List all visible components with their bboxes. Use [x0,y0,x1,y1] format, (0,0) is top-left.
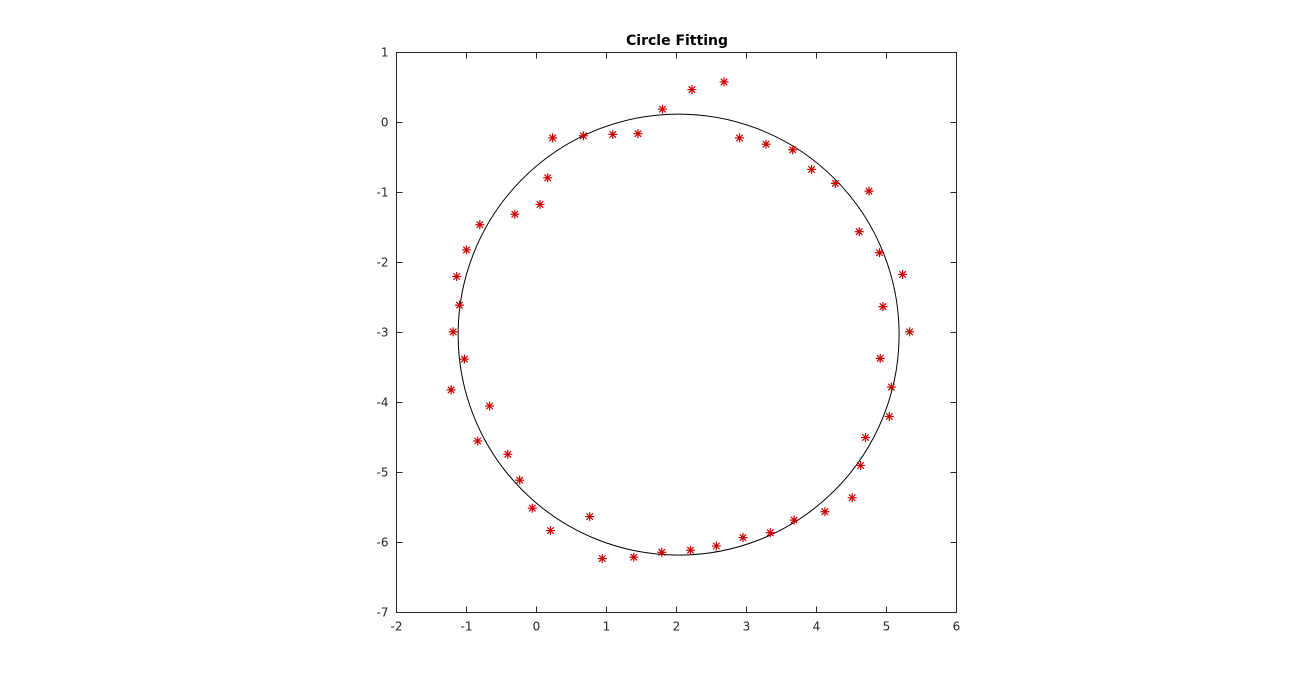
data-point [884,412,894,421]
data-point [535,199,545,209]
y-tick-label: 1 [381,46,389,60]
data-point [738,533,748,543]
data-point [448,327,458,337]
fitted-circle-layer [457,113,900,556]
x-tick-label: 5 [883,620,891,634]
data-point [864,186,874,196]
x-tick-label: -2 [391,620,403,634]
x-tick-label: 0 [533,620,541,634]
x-tick-label: 1 [603,620,611,634]
data-point [807,164,817,174]
data-point [856,461,866,470]
data-point [459,354,469,364]
data-point [898,269,908,279]
data-point [543,173,553,183]
x-tick-label: 2 [673,620,681,634]
data-point [875,248,884,258]
data-point [878,302,888,312]
data-point [510,209,520,219]
data-point [473,436,483,446]
data-point [475,220,485,230]
data-point [503,449,513,459]
data-point [847,493,857,503]
chart-title: Circle Fitting [626,33,728,49]
x-tick-label: 6 [953,620,961,634]
x-tick-label: -1 [461,620,473,634]
data-point [820,507,830,517]
data-point [711,541,721,551]
data-point [548,133,558,143]
y-tick-label: 0 [381,116,389,130]
data-point [485,401,495,411]
data-point [719,77,729,87]
y-tick-label: -6 [377,536,389,550]
data-point [830,178,840,188]
data-point [788,145,798,155]
y-tick-label: -2 [377,256,389,270]
data-point [687,85,697,95]
y-tick-label: -1 [377,186,389,200]
data-point [455,300,464,310]
x-axis: -2 -1 0 1 2 3 4 5 6 [391,52,961,634]
data-point [765,528,775,538]
fitted-circle [457,113,900,556]
data-point [597,554,607,564]
data-point [905,327,915,337]
data-point [854,227,864,237]
data-points-layer [446,77,915,564]
y-tick-label: -4 [377,396,389,410]
data-point [446,385,456,395]
data-point [515,475,525,485]
y-tick-label: -3 [377,326,389,340]
x-tick-label: 3 [743,620,751,634]
data-point [452,272,462,281]
data-point [578,131,588,141]
data-point [789,515,799,525]
data-point [686,545,695,555]
data-point [735,133,744,143]
data-point [761,139,771,149]
data-point [886,382,896,392]
x-tick-label: 4 [813,620,821,634]
data-point [527,503,537,513]
data-point [585,512,595,522]
y-axis: 1 0 -1 -2 -3 -4 -5 -6 -7 [377,46,957,620]
data-point [658,104,667,114]
data-point [546,526,555,536]
y-tick-label: -5 [377,466,389,480]
data-point [629,552,639,562]
data-point [633,129,643,139]
data-point [875,353,885,363]
data-point [657,547,667,557]
data-point [861,433,870,442]
y-tick-label: -7 [377,606,389,620]
data-point [462,245,471,255]
data-point [608,129,618,139]
